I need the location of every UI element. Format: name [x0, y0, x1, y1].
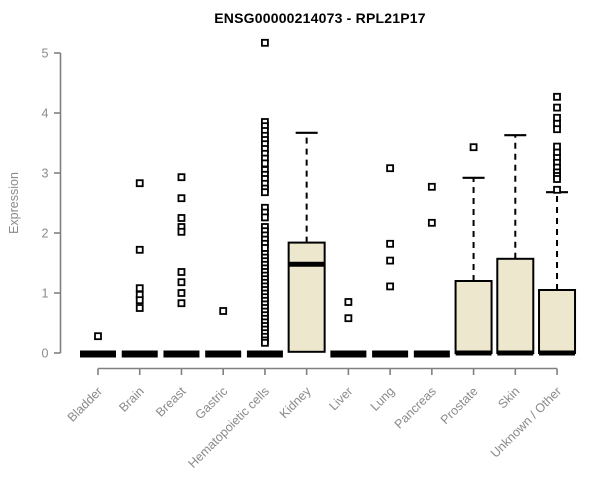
- outlier-point: [469, 143, 478, 152]
- outlier-point: [553, 125, 561, 134]
- x-axis-label-prostate: Prostate: [438, 384, 481, 427]
- x-axis-label-pancreas: Pancreas: [392, 384, 439, 431]
- boxplot-hematopoietic-cells: [246, 38, 283, 358]
- outlier-point: [344, 314, 353, 323]
- outlier-point: [177, 299, 186, 308]
- outlier-point: [261, 338, 269, 347]
- outlier-point: [135, 284, 144, 293]
- boxplot-prostate: [454, 143, 493, 356]
- boxplot-brain: [121, 179, 158, 358]
- outlier-point: [177, 278, 186, 287]
- outlier-point: [553, 185, 561, 194]
- outlier-point: [344, 298, 353, 306]
- outlier-point: [261, 38, 269, 47]
- collapsed-box: [80, 350, 116, 358]
- outlier-point: [553, 113, 561, 122]
- outlier-point: [386, 164, 395, 173]
- box: [454, 280, 493, 354]
- outlier-point: [135, 296, 144, 305]
- collapsed-box: [372, 350, 409, 358]
- outlier-point: [135, 179, 144, 188]
- x-axis-label-brain: Brain: [116, 384, 147, 415]
- boxplot-liver: [330, 298, 367, 358]
- y-axis-tick-label: 3: [42, 167, 49, 181]
- outlier-point: [386, 256, 395, 265]
- box: [287, 241, 326, 353]
- boxplot-breast: [163, 173, 200, 358]
- outlier-point: [261, 159, 269, 168]
- outlier-point: [177, 289, 186, 297]
- outlier-point: [135, 245, 144, 254]
- x-axis-label-liver: Liver: [326, 384, 355, 413]
- x-axis-label-bladder: Bladder: [65, 384, 105, 424]
- box: [496, 257, 535, 354]
- y-axis: 0 1 2 3 4 5: [42, 47, 62, 361]
- x-axis-label-unknown-other: Unknown / Other: [488, 384, 564, 460]
- chart-title: ENSG00000214073 - RPL21P17: [214, 10, 426, 26]
- collapsed-box: [163, 350, 200, 358]
- boxplot-lung: [372, 164, 409, 358]
- boxplot-bladder: [80, 332, 116, 358]
- outlier-point: [261, 213, 269, 222]
- outlier-point: [427, 182, 436, 191]
- x-axis-label-kidney: Kidney: [277, 384, 314, 421]
- outlier-point: [219, 307, 228, 315]
- outlier-point: [177, 194, 186, 203]
- outlier-point: [177, 268, 186, 276]
- y-axis-title: Expression: [7, 172, 21, 234]
- collapsed-box: [413, 350, 450, 358]
- x-axis-label-hematopoietic-cells: Hematopoietic cells: [185, 384, 272, 471]
- collapsed-box: [246, 350, 283, 358]
- y-axis-tick-label: 0: [42, 347, 49, 361]
- outlier-point: [177, 214, 186, 222]
- outlier-point: [177, 173, 186, 182]
- y-axis-tick-label: 2: [42, 227, 49, 241]
- boxplot-skin: [496, 134, 535, 356]
- outlier-point: [553, 92, 561, 101]
- outlier-point: [94, 332, 102, 341]
- x-axis-label-breast: Breast: [153, 384, 189, 420]
- outlier-point: [386, 282, 395, 291]
- boxplot-unknown-other: [538, 92, 577, 356]
- outlier-point: [261, 188, 269, 197]
- box: [538, 289, 577, 354]
- outlier-point: [135, 304, 144, 312]
- x-axis-label-lung: Lung: [368, 384, 398, 414]
- collapsed-box: [121, 350, 158, 358]
- outlier-point: [386, 239, 395, 248]
- y-axis-tick-label: 1: [42, 287, 49, 301]
- boxplot-kidney: [287, 131, 326, 353]
- collapsed-box: [330, 350, 367, 358]
- outlier-point: [427, 218, 436, 227]
- outlier-point: [177, 227, 186, 236]
- y-axis-tick-label: 4: [42, 107, 49, 121]
- x-axis-label-skin: Skin: [495, 384, 522, 411]
- x-axis-label-gastric: Gastric: [192, 384, 230, 422]
- y-axis-tick-label: 5: [42, 47, 49, 61]
- boxplot-pancreas: [413, 182, 450, 358]
- boxplot-gastric: [205, 307, 242, 358]
- collapsed-box: [205, 350, 242, 358]
- outlier-point: [553, 175, 561, 183]
- outlier-point: [553, 103, 561, 112]
